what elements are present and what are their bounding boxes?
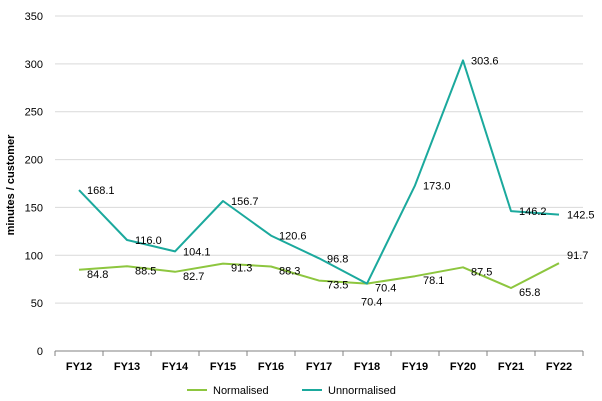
data-label: 91.7	[567, 250, 588, 262]
data-label: 70.4	[361, 297, 382, 309]
x-axis: FY12 FY13 FY14 FY15 FY16 FY17 FY18 FY19 FY20 FY21…	[54, 350, 584, 373]
legend-label: Normalised	[213, 385, 269, 397]
x-tick-label: FY20	[450, 361, 476, 373]
x-tick-label: FY21	[498, 361, 524, 373]
x-tick-label: FY16	[258, 361, 284, 373]
data-label: 116.0	[135, 235, 162, 247]
x-tick-label: FY17	[306, 361, 332, 373]
x-tick-label: FY12	[66, 361, 92, 373]
data-label: 156.7	[231, 196, 259, 208]
legend-label: Unnormalised	[328, 385, 396, 397]
data-label: 91.3	[231, 263, 252, 275]
x-tick-label: FY19	[402, 361, 428, 373]
series-line	[78, 59, 560, 285]
data-label: 146.2	[519, 206, 547, 218]
data-label: 168.1	[87, 185, 115, 197]
y-tick-label: 200	[25, 155, 43, 167]
data-label: 84.8	[87, 269, 108, 281]
y-tick-label: 300	[25, 59, 43, 71]
x-tick-label: FY13	[114, 361, 140, 373]
x-tick-label: FY15	[210, 361, 236, 373]
data-label: 104.1	[183, 246, 211, 258]
x-tick-label: FY14	[162, 361, 189, 373]
y-tick-label: 50	[31, 298, 43, 310]
y-tick-label: 100	[25, 250, 43, 262]
data-label: 96.8	[327, 253, 348, 265]
series-lines	[78, 59, 560, 289]
data-label: 88.5	[135, 265, 156, 277]
data-label: 88.3	[279, 265, 300, 277]
data-label: 120.6	[279, 231, 307, 243]
data-label: 70.4	[375, 283, 396, 295]
data-label: 65.8	[519, 287, 540, 299]
data-label: 78.1	[423, 275, 444, 287]
data-label: 87.5	[471, 266, 492, 278]
y-tick-label: 0	[37, 346, 43, 358]
gridlines	[55, 15, 583, 304]
data-label: 82.7	[183, 271, 204, 283]
data-labels: 84.8 88.5 82.7 91.3 88.3 73.5 70.4 78.1 87.5 65.8…	[87, 55, 595, 308]
x-tick-label: FY22	[546, 361, 572, 373]
y-axis-title: minutes / customer	[5, 134, 17, 236]
y-tick-label: 350	[25, 11, 43, 23]
data-label: 73.5	[327, 280, 348, 292]
data-label: 303.6	[471, 55, 499, 67]
y-axis-ticks: 0 50 100 150 200 250 300 350	[25, 11, 43, 358]
y-tick-label: 250	[25, 107, 43, 119]
series-line	[78, 262, 560, 289]
data-label: 173.0	[423, 180, 451, 192]
y-tick-label: 150	[25, 202, 43, 214]
data-label: 142.5	[567, 210, 595, 222]
x-tick-label: FY18	[354, 361, 380, 373]
legend: Normalised Unnormalised	[187, 385, 396, 397]
